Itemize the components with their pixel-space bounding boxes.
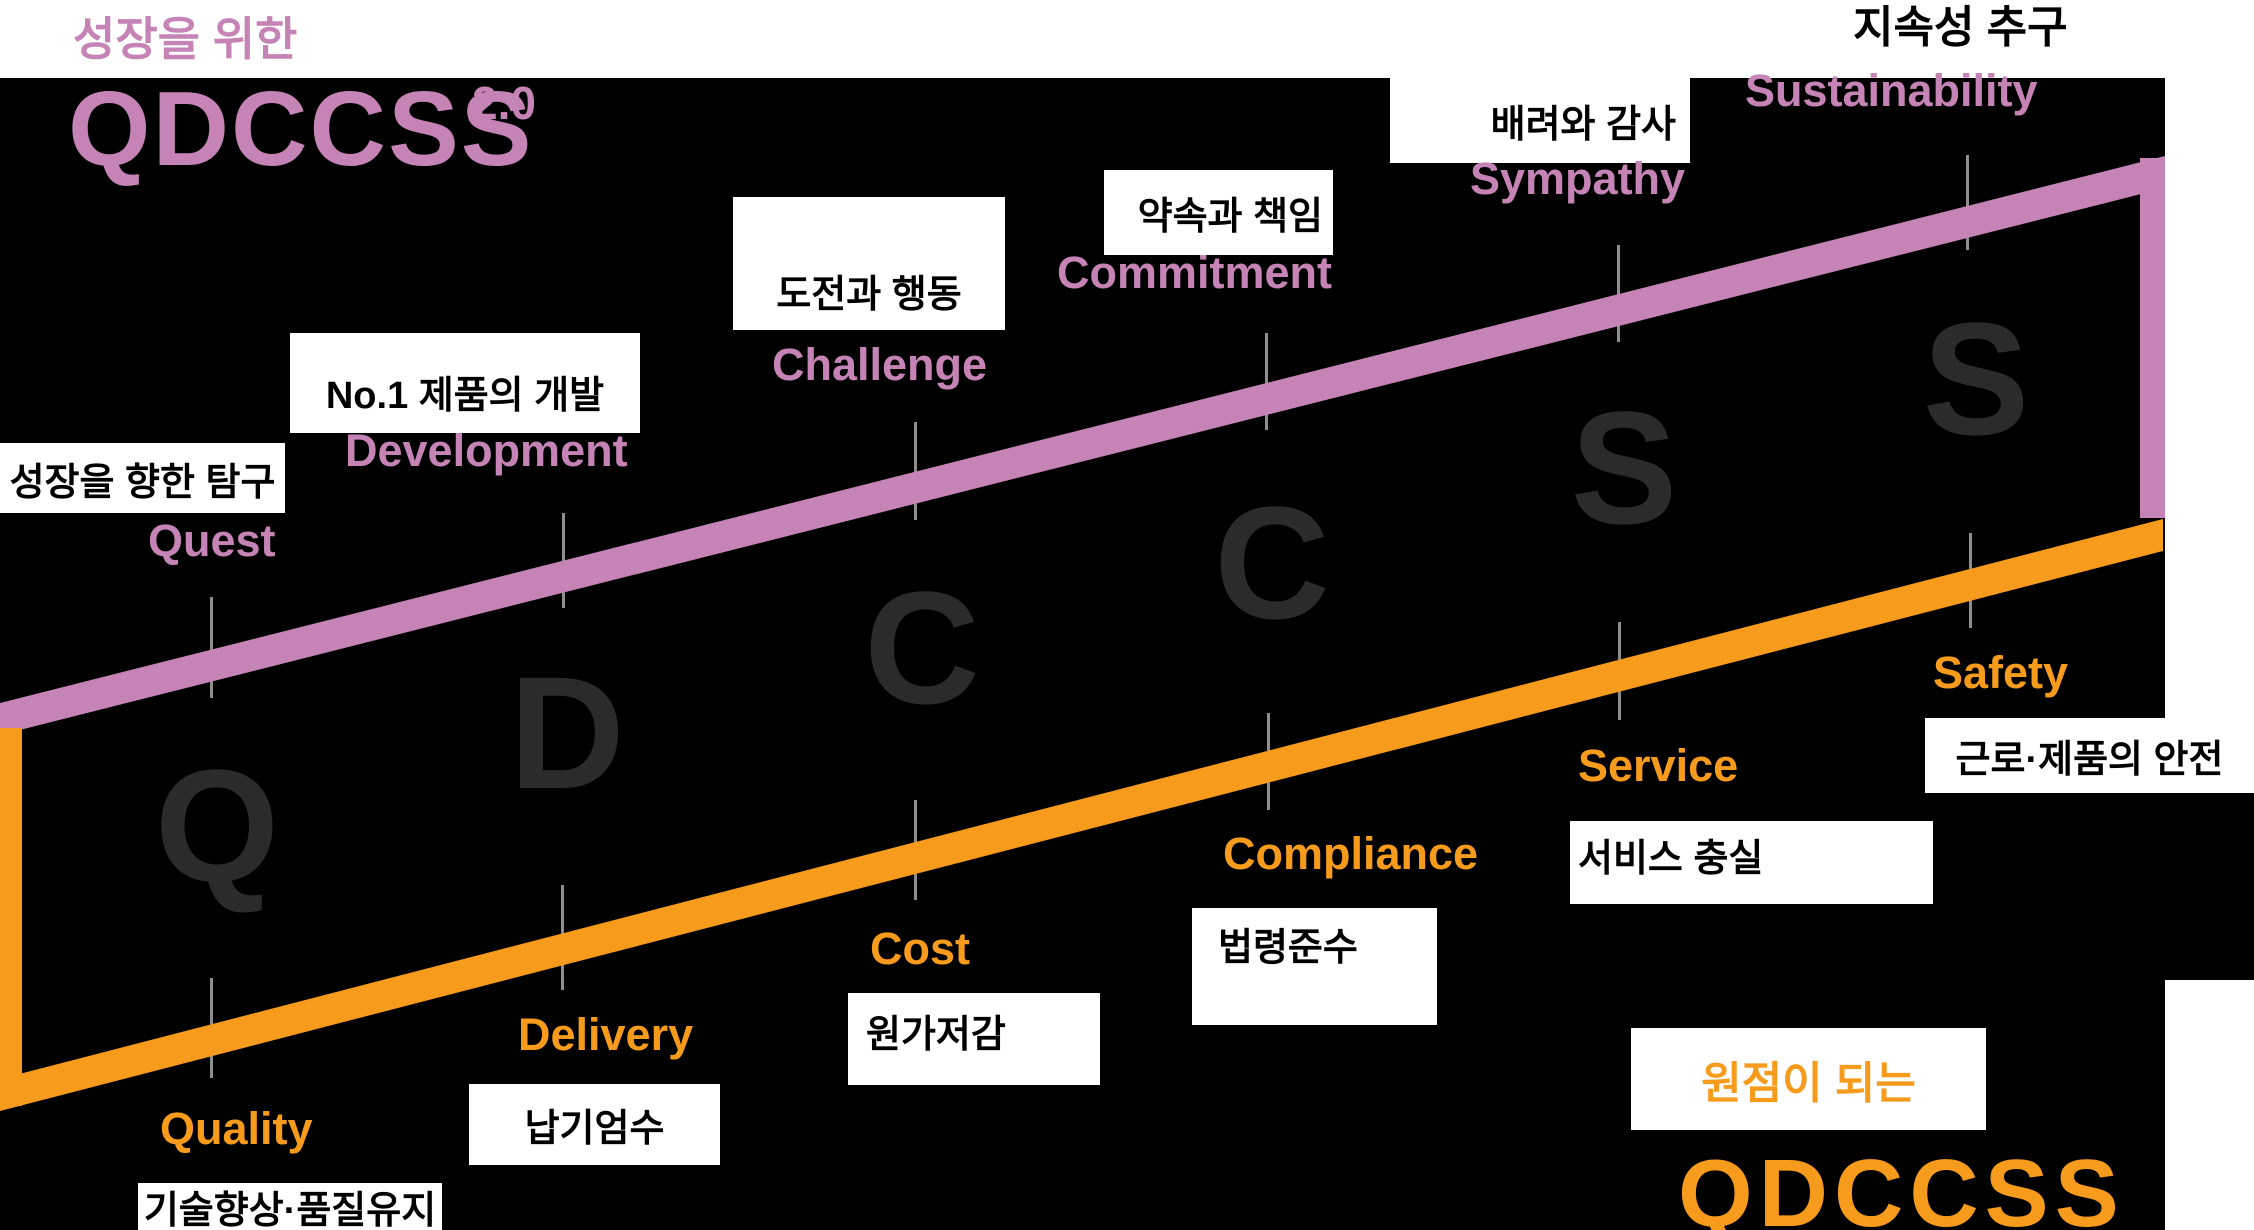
label-service: Service: [1578, 740, 1739, 791]
label-quality: Quality: [160, 1103, 313, 1154]
korean-box-challenge: 도전과 행동: [733, 197, 1005, 330]
korean-box-service: 서비스 충실: [1570, 821, 1933, 904]
tick-commitment: [1265, 333, 1268, 430]
tick-development: [562, 513, 565, 608]
label-safety: Safety: [1933, 647, 2069, 698]
ghost-letter-c2: C: [1214, 473, 1330, 652]
pink-diagonal-band: [0, 156, 2165, 735]
ghost-letter-d: D: [509, 643, 625, 822]
ghost-letter-c1: C: [864, 558, 980, 737]
tick-quest: [210, 597, 213, 698]
tick-sustainability: [1966, 155, 1969, 250]
top-title-kicker: 성장을 위한: [73, 13, 298, 65]
tick-challenge: [914, 422, 917, 520]
orange-diagonal-band: [0, 519, 2163, 1111]
black-panel-right-extension: [2165, 793, 2254, 980]
pink-end-bar: [2140, 158, 2165, 518]
label-development: Development: [345, 425, 628, 476]
label-sympathy: Sympathy: [1470, 153, 1686, 204]
label-challenge: Challenge: [772, 339, 988, 390]
korean-box-sympathy: 배려와 감사: [1390, 77, 1690, 163]
bottom-title-main: QDCCSS: [1678, 1140, 2125, 1230]
top-title-main: QDCCSS: [68, 70, 534, 188]
label-delivery: Delivery: [518, 1009, 694, 1060]
korean-box-development: No.1 제품의 개발: [290, 333, 640, 433]
korean-label-sustainability: 지속성 추구: [1853, 3, 2068, 52]
top-title-version-sup: 2.0: [472, 77, 536, 129]
korean-box-delivery: 납기엄수: [469, 1084, 720, 1165]
korean-box-quality: 기술향상·품질유지: [138, 1183, 442, 1230]
label-quest: Quest: [148, 515, 276, 566]
korean-box-cost: 원가저감: [848, 993, 1100, 1085]
orange-start-bar: [0, 728, 22, 1106]
tick-sympathy: [1617, 245, 1620, 342]
ghost-letter-s2: S: [1922, 289, 2030, 468]
korean-box-commitment: 약속과 책임: [1104, 170, 1333, 255]
korean-box-compliance: 법령준수: [1192, 908, 1437, 1025]
label-sustainability: Sustainability: [1745, 65, 2038, 116]
ghost-letter-s1: S: [1570, 378, 1678, 557]
label-compliance: Compliance: [1223, 828, 1479, 879]
korean-box-safety: 근로·제품의 안전: [1925, 718, 2254, 793]
ghost-letter-q: Q: [154, 736, 280, 915]
korean-box-quest: 성장을 향한 탐구: [0, 443, 285, 513]
label-commitment: Commitment: [1057, 247, 1333, 298]
label-cost: Cost: [870, 923, 970, 974]
bottom-title-kicker-box: 원점이 되는: [1631, 1028, 1986, 1130]
